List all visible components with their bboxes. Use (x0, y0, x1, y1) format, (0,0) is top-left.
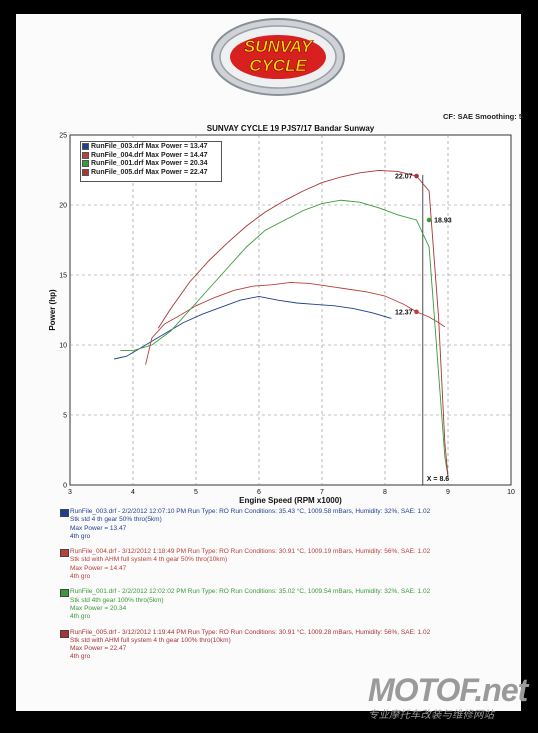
run-entry: RunFile_004.drf - 3/12/2012 1:18:49 PM R… (60, 548, 520, 581)
legend-item: RunFile_001.drf Max Power = 20.34 (81, 160, 221, 168)
legend-label: RunFile_003.drf Max Power = 13.47 (91, 143, 208, 151)
y-tick-label: 10 (59, 343, 67, 350)
chart-title: SUNVAY CYCLE 19 PJS7/17 Bandar Sunway (206, 124, 375, 133)
x-tick-label: 5 (194, 489, 198, 496)
x-tick-label: 3 (68, 489, 72, 496)
run-header: RunFile_005.drf - 3/12/2012 1:19:44 PM R… (70, 628, 431, 636)
run-color-icon (60, 589, 69, 598)
y-tick-label: 0 (63, 483, 67, 490)
run-note: Max Power = 13.47 (70, 524, 127, 532)
run-note: Stk std with AHM full system 4 th gear 5… (70, 556, 228, 564)
run-color-icon (60, 549, 69, 558)
watermark-logo-text: MOTOF.net (368, 672, 528, 708)
svg-text:SUNVAY: SUNVAY (244, 37, 314, 56)
legend-swatch (82, 169, 89, 177)
run-note: Stk std with AHM full system 4 th gear 1… (70, 636, 231, 644)
run-note: 4th gro (70, 653, 91, 661)
y-tick-label: 20 (59, 203, 67, 210)
annotation-label: 12.37 (395, 309, 413, 316)
dyno-settings-text: CF: SAE Smoothing: 5 (443, 112, 523, 121)
legend-item: RunFile_005.drf Max Power = 22.47 (81, 169, 221, 177)
y-tick-label: 15 (59, 273, 67, 280)
y-tick-label: 25 (59, 133, 67, 140)
run-note: 4th gro (70, 532, 91, 540)
run-note: Max Power = 20.34 (70, 604, 127, 612)
legend-swatch (82, 143, 89, 151)
run-header: RunFile_003.drf - 2/2/2012 12:07:10 PM R… (70, 508, 431, 515)
run-entry: RunFile_001.drf - 2/2/2012 12:02:02 PM R… (60, 588, 520, 621)
run-entry: RunFile_003.drf - 2/2/2012 12:07:10 PM R… (60, 508, 520, 541)
run-header: RunFile_004.drf - 3/12/2012 1:18:49 PM R… (70, 548, 431, 556)
legend-label: RunFile_004.drf Max Power = 14.47 (91, 151, 208, 159)
legend-item: RunFile_004.drf Max Power = 14.47 (81, 151, 221, 159)
legend-label: RunFile_001.drf Max Power = 20.34 (91, 160, 208, 168)
run-note: 4th gro (70, 613, 91, 621)
x-tick-label: 10 (507, 489, 515, 496)
sunvay-cycle-logo: SUNVAY CYCLE (211, 18, 345, 96)
y-axis-label: Power (hp) (48, 289, 57, 331)
run-note: Stk std 4th gear 100% thro(5km) (70, 596, 164, 604)
x-tick-label: 4 (131, 489, 135, 496)
series-line-2 (145, 281, 446, 365)
cursor-readout: X = 8.6 (427, 476, 449, 483)
x-axis-label: Engine Speed (RPM x1000) (239, 496, 342, 505)
run-details: RunFile_003.drf - 2/2/2012 12:07:10 PM R… (60, 508, 520, 669)
legend-item: RunFile_003.drf Max Power = 13.47 (81, 143, 221, 151)
svg-text:CYCLE: CYCLE (249, 56, 307, 75)
legend-swatch (82, 160, 89, 168)
annotation-marker (426, 217, 432, 223)
run-note: Max Power = 14.47 (70, 564, 127, 572)
motof-watermark: MOTOF.net 专业摩托车改装与维修网站 (368, 672, 533, 721)
x-tick-label: 6 (257, 489, 261, 496)
run-note: 4th gro (70, 573, 91, 581)
plot-area (69, 134, 512, 486)
y-tick-label: 5 (63, 413, 67, 420)
annotation-marker (414, 309, 419, 315)
run-header: RunFile_001.drf - 2/2/2012 12:02:02 PM R… (70, 588, 431, 596)
series-line-1 (114, 295, 392, 360)
annotation-label: 18.93 (434, 217, 452, 224)
x-tick-label: 7 (320, 489, 324, 496)
run-color-icon (60, 509, 69, 517)
x-tick-label: 9 (446, 489, 450, 496)
series-line-4 (157, 169, 449, 477)
series-line-3 (120, 199, 449, 477)
run-color-icon (60, 629, 69, 638)
run-entry: RunFile_005.drf - 3/12/2012 1:19:44 PM R… (60, 629, 520, 662)
chart-legend: RunFile_003.drf Max Power = 13.47 RunFile… (80, 141, 222, 182)
legend-label: RunFile_005.drf Max Power = 22.47 (91, 169, 208, 177)
annotation-marker (414, 173, 419, 179)
watermark-tagline: 专业摩托车改装与维修网站 (368, 709, 494, 721)
run-note: Max Power = 22.47 (70, 645, 127, 653)
annotation-label: 22.07 (395, 174, 413, 181)
x-tick-label: 8 (383, 489, 387, 496)
legend-swatch (82, 151, 89, 159)
run-note: Stk std 4 th gear 50% thro(5km) (70, 516, 162, 524)
